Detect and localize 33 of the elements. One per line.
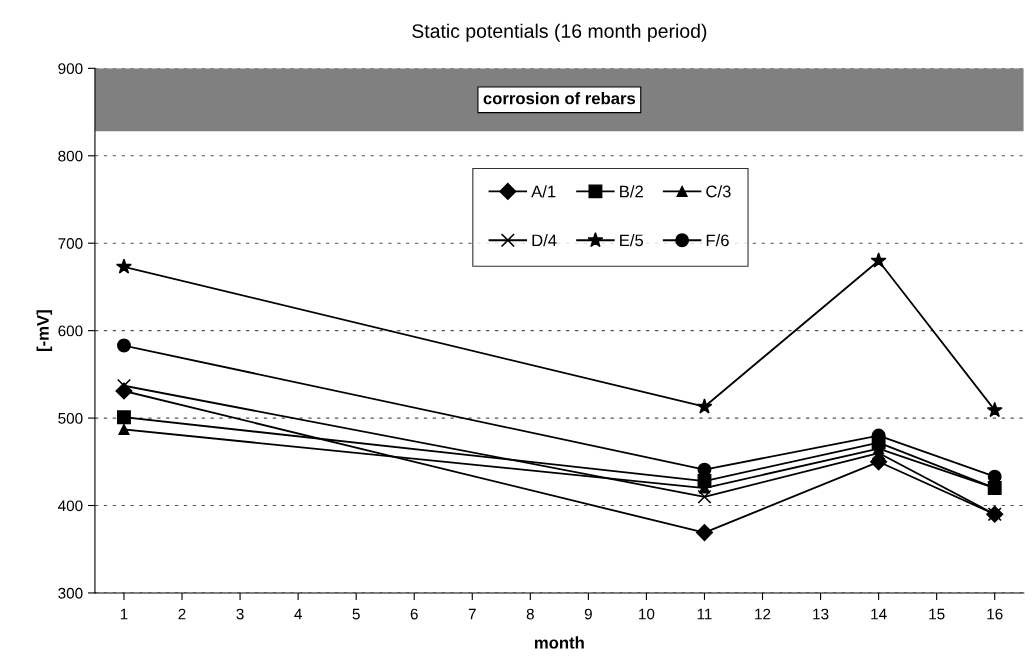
x-tick-label: 13: [813, 608, 829, 620]
x-tick-label: 2: [178, 608, 186, 620]
chart-title: Static potentials (16 month period): [412, 23, 707, 42]
x-tick-label: 5: [352, 608, 360, 620]
x-tick-label: 14: [871, 608, 887, 620]
legend-label: F/6: [706, 234, 729, 247]
x-tick-label: 15: [929, 608, 945, 620]
y-tick-label: 300: [58, 587, 83, 599]
y-tick-label: 400: [58, 500, 83, 512]
y-tick-label: 900: [58, 63, 83, 75]
x-tick-label: 12: [755, 608, 771, 620]
x-tick-label: 3: [236, 608, 244, 620]
y-tick-label: 800: [58, 150, 83, 162]
legend-label: A/1: [531, 185, 556, 198]
legend-label: E/5: [620, 234, 644, 247]
x-tick-label: 16: [987, 608, 1003, 620]
band-label: corrosion of rebars: [483, 92, 636, 105]
x-tick-label: 8: [526, 608, 534, 620]
x-tick-label: 11: [697, 608, 712, 620]
y-tick-label: 600: [58, 325, 83, 337]
y-tick-label: 700: [58, 238, 83, 249]
x-tick-label: 6: [410, 608, 418, 620]
legend-label: C/3: [706, 185, 731, 198]
x-tick-label: 10: [639, 608, 655, 620]
legend-label: B/2: [620, 185, 643, 198]
x-tick-label: 1: [120, 608, 128, 620]
x-tick-label: 9: [584, 608, 592, 620]
x-tick-label: 7: [468, 608, 476, 620]
y-tick-label: 500: [58, 412, 83, 424]
x-axis-title: month: [534, 636, 584, 649]
x-tick-label: 4: [294, 608, 302, 620]
legend-label: D/4: [532, 234, 557, 247]
y-axis-title: [-mV]: [36, 310, 53, 351]
